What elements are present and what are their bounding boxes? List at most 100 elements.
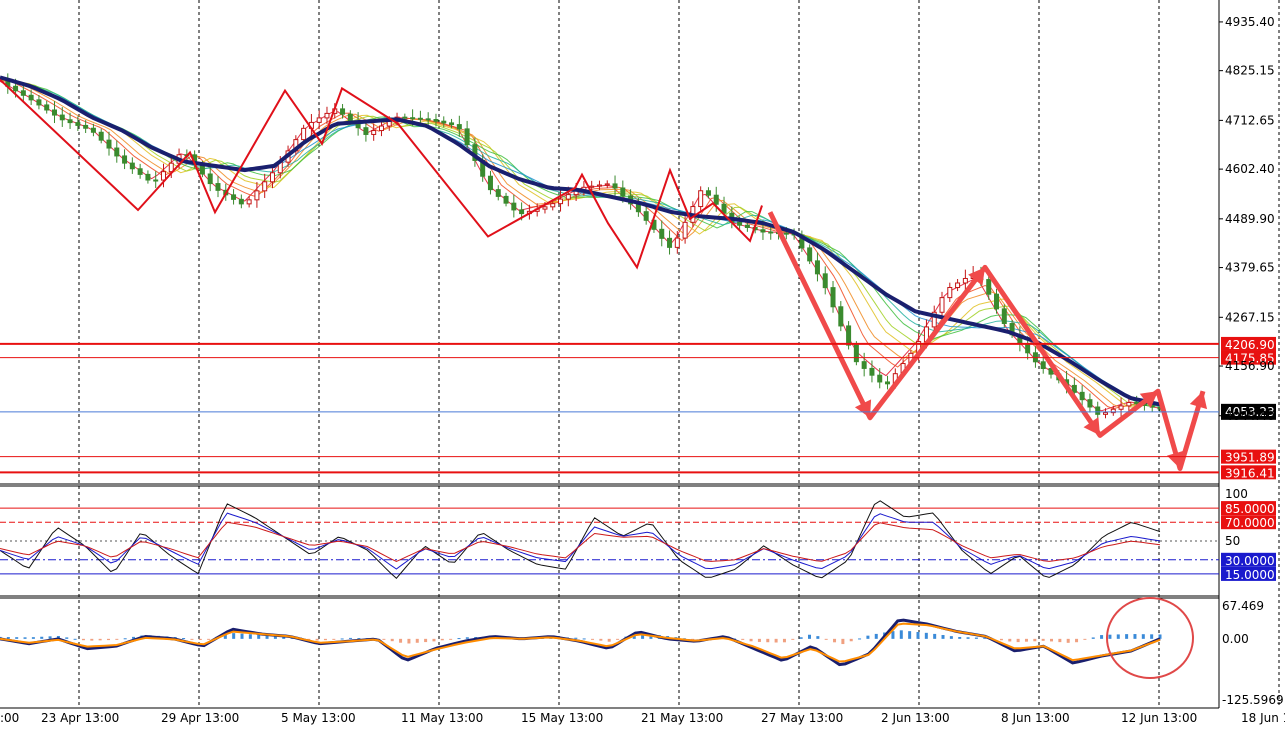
candle-body xyxy=(931,311,937,328)
ribbon-ma-line xyxy=(0,79,1161,408)
price-tick-label: 4267.15 xyxy=(1225,310,1275,324)
candle-body xyxy=(363,127,369,135)
macd-histogram-bar xyxy=(849,638,853,642)
current-price-label: 4053.23 xyxy=(1221,403,1276,420)
candle-body xyxy=(386,121,392,127)
candle-body xyxy=(737,221,743,226)
macd-histogram-bar xyxy=(48,636,52,639)
macd-histogram-bar xyxy=(190,638,194,640)
rsi-level-label: 70.0000 xyxy=(1221,515,1276,530)
candle-body xyxy=(612,183,618,189)
time-tick-label: 29 Apr 13:00 xyxy=(161,711,239,725)
macd-histogram-bar xyxy=(340,638,344,640)
macd-histogram-bar xyxy=(223,634,227,639)
macd-histogram-bar xyxy=(599,638,603,641)
candle-body xyxy=(215,183,221,191)
arrow-head xyxy=(1083,417,1100,436)
candle-body xyxy=(246,199,252,205)
candle-body xyxy=(153,179,159,182)
time-tick-label: 21 May 13:00 xyxy=(641,711,723,725)
macd-panel[interactable] xyxy=(0,597,1194,679)
price-panel[interactable] xyxy=(0,73,1219,474)
macd-histogram-bar xyxy=(1033,638,1037,642)
candle-body xyxy=(464,128,470,146)
macd-histogram-bar xyxy=(1050,638,1054,642)
candle-body xyxy=(682,221,688,239)
candle-body xyxy=(1118,405,1124,410)
zigzag-line xyxy=(0,78,763,270)
candle-body xyxy=(643,211,649,221)
candle-body xyxy=(238,198,244,205)
level-label: 4175.85 xyxy=(1221,350,1276,366)
time-tick-label: 5 May 13:00 xyxy=(281,711,356,725)
macd-histogram-bar xyxy=(132,636,136,639)
macd-histogram-bar xyxy=(1150,634,1154,639)
candle-body xyxy=(939,297,945,313)
macd-histogram-bar xyxy=(824,638,828,640)
candle-body xyxy=(402,116,408,119)
candle-body xyxy=(137,168,143,175)
time-tick-label: :00 xyxy=(0,711,19,725)
macd-histogram-bar xyxy=(833,638,837,643)
macd-histogram-bar xyxy=(841,638,845,645)
macd-histogram-bar xyxy=(1158,634,1162,639)
macd-histogram-bar xyxy=(232,633,236,639)
candle-body xyxy=(59,114,65,121)
level-label-text: 3916.41 xyxy=(1225,466,1275,480)
candle-body xyxy=(830,287,836,308)
candle-body xyxy=(955,282,961,288)
macd-histogram-bar xyxy=(607,638,611,642)
rsi-level-text: 30.0000 xyxy=(1225,554,1275,568)
candle-body xyxy=(713,194,719,205)
candle-body xyxy=(410,117,416,120)
macd-histogram-bar xyxy=(983,637,987,639)
price-tick-label: 4156.90 xyxy=(1225,359,1275,373)
level-label-text: 3951.89 xyxy=(1225,451,1275,465)
candle-body xyxy=(20,90,26,96)
macd-histogram-bar xyxy=(15,637,19,639)
macd-histogram-bar xyxy=(807,634,811,639)
time-tick-label: 15 May 13:00 xyxy=(521,711,603,725)
level-label-bg xyxy=(1221,336,1276,351)
candle-body xyxy=(962,277,968,284)
candle-body xyxy=(371,130,377,135)
macd-histogram-bar xyxy=(866,635,870,639)
macd-histogram-bar xyxy=(65,637,69,639)
candle-body xyxy=(1103,412,1109,415)
macd-histogram-bar xyxy=(816,636,820,639)
candle-body xyxy=(783,232,789,235)
candle-body xyxy=(449,122,455,126)
macd-histogram-bar xyxy=(307,638,311,640)
macd-histogram-bar xyxy=(616,638,620,640)
level-label-bg xyxy=(1221,449,1276,464)
macd-histogram-bar xyxy=(949,636,953,639)
macd-histogram-bar xyxy=(1083,638,1087,640)
signal-line xyxy=(0,622,1161,663)
level-label-text: 4175.85 xyxy=(1225,352,1275,366)
candle-body xyxy=(994,293,1000,310)
current-price-text: 4053.23 xyxy=(1225,405,1275,419)
macd-histogram-bar xyxy=(98,638,102,641)
candle-body xyxy=(347,113,353,122)
candle-body xyxy=(542,206,548,210)
candle-body xyxy=(589,185,595,188)
candle-body xyxy=(986,279,992,295)
candle-body xyxy=(106,139,112,149)
macd-histogram-bar xyxy=(591,638,595,640)
candle-body xyxy=(1001,308,1007,325)
macd-histogram-bar xyxy=(757,638,761,642)
macd-histogram-bar xyxy=(574,637,578,639)
rsi-panel[interactable] xyxy=(0,500,1219,580)
macd-histogram-bar xyxy=(641,633,645,639)
macd-histogram-bar xyxy=(257,634,261,639)
macd-histogram-bar xyxy=(1058,638,1062,643)
macd-histogram-bar xyxy=(106,638,110,641)
candle-body xyxy=(550,203,556,208)
candle-body xyxy=(378,125,384,132)
macd-histogram-bar xyxy=(432,638,436,642)
macd-histogram-bar xyxy=(349,637,353,639)
candle-body xyxy=(853,344,859,363)
macd-histogram-bar xyxy=(465,637,469,639)
